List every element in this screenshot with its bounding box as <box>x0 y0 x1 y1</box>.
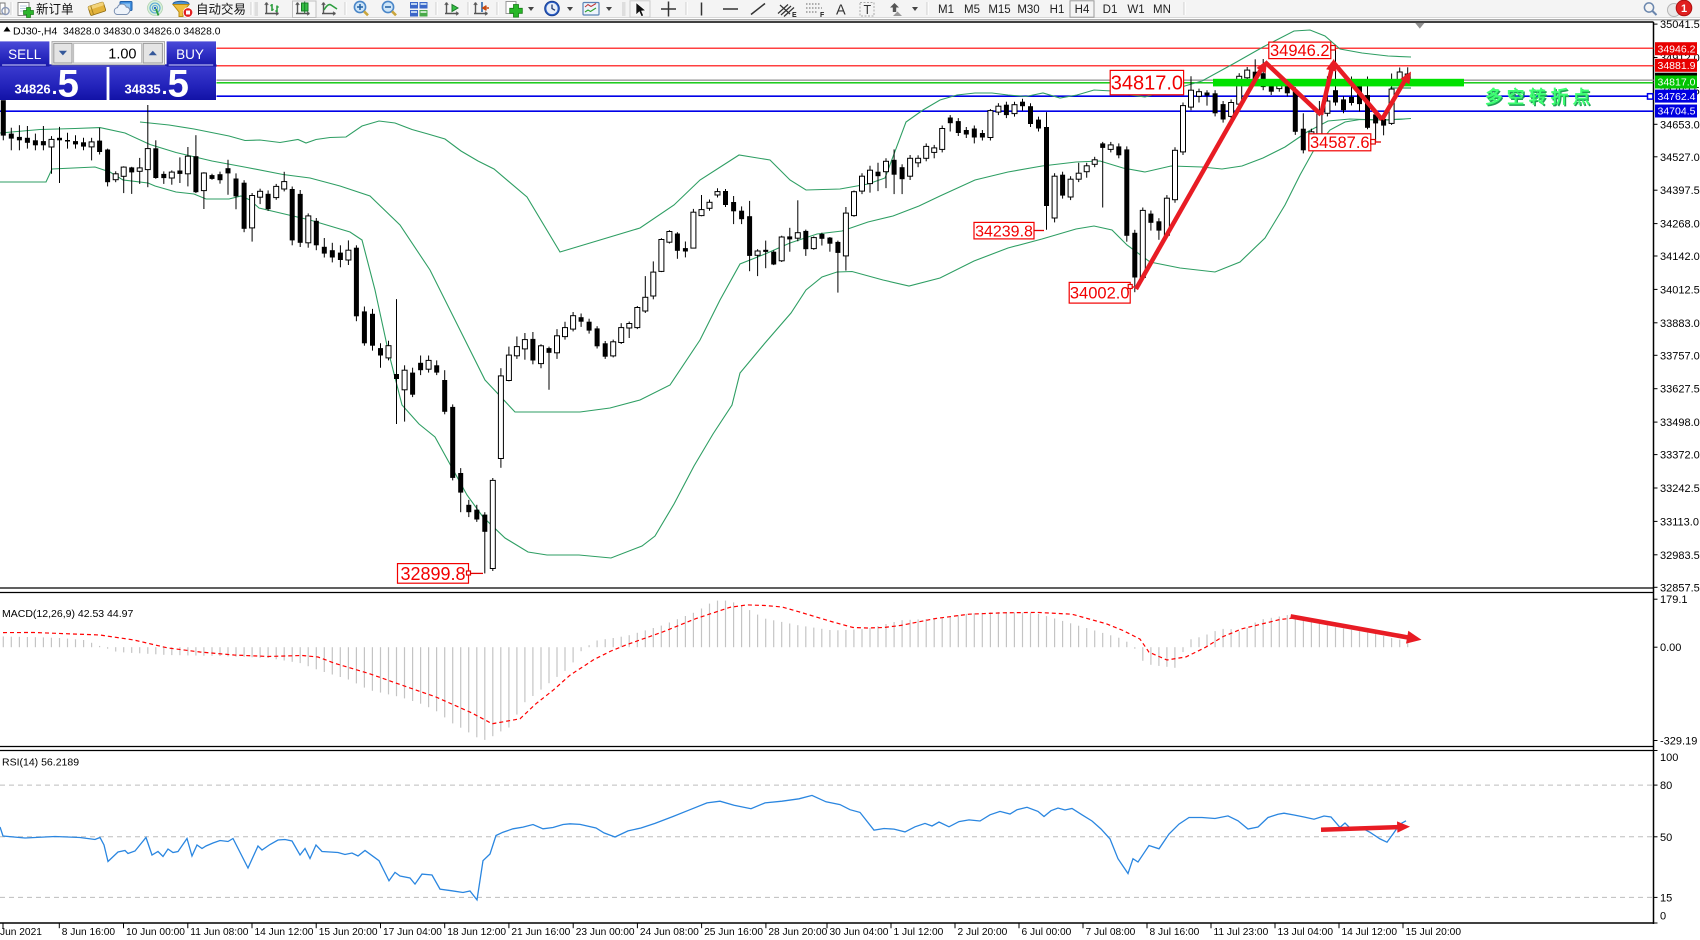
svg-text:33757.0: 33757.0 <box>1660 350 1700 362</box>
svg-text:23 Jun 00:00: 23 Jun 00:00 <box>576 927 635 938</box>
svg-text:0: 0 <box>1660 911 1666 923</box>
svg-text:34817.0: 34817.0 <box>1658 77 1696 89</box>
svg-text:34817.0: 34817.0 <box>1111 73 1183 95</box>
svg-text:34762.4: 34762.4 <box>1658 91 1696 103</box>
svg-text:2 Jul 20:00: 2 Jul 20:00 <box>958 927 1008 938</box>
svg-text:DJ30-,H4: DJ30-,H4 <box>13 26 58 38</box>
svg-text:17 Jun 04:00: 17 Jun 04:00 <box>383 927 442 938</box>
svg-text:30 Jun 04:00: 30 Jun 04:00 <box>830 927 889 938</box>
svg-text:10 Jun 00:00: 10 Jun 00:00 <box>126 927 185 938</box>
svg-text:21 Jun 16:00: 21 Jun 16:00 <box>511 927 570 938</box>
svg-text:34946.2: 34946.2 <box>1270 42 1330 60</box>
svg-text:自动交易: 自动交易 <box>196 2 246 17</box>
svg-text:11 Jul 23:00: 11 Jul 23:00 <box>1214 927 1269 938</box>
svg-text:33372.0: 33372.0 <box>1660 450 1700 462</box>
svg-text:34239.8: 34239.8 <box>975 223 1033 240</box>
svg-text:33113.0: 33113.0 <box>1660 516 1699 528</box>
svg-text:-329.19: -329.19 <box>1660 735 1697 747</box>
svg-text:32983.5: 32983.5 <box>1660 550 1700 562</box>
svg-text:15 Jun 20:00: 15 Jun 20:00 <box>319 927 378 938</box>
svg-text:BUY: BUY <box>176 47 204 62</box>
svg-text:0.00: 0.00 <box>1660 642 1681 654</box>
svg-text:7 Jul 08:00: 7 Jul 08:00 <box>1086 927 1136 938</box>
svg-text:34881.9: 34881.9 <box>1658 60 1696 72</box>
svg-text:5: 5 <box>58 63 79 106</box>
svg-text:33498.0: 33498.0 <box>1660 417 1700 429</box>
svg-text:6 Jul 00:00: 6 Jul 00:00 <box>1022 927 1072 938</box>
svg-text:24 Jun 08:00: 24 Jun 08:00 <box>640 927 699 938</box>
svg-text:1 Jul 12:00: 1 Jul 12:00 <box>894 927 944 938</box>
svg-text:25 Jun 16:00: 25 Jun 16:00 <box>704 927 763 938</box>
svg-text:34527.0: 34527.0 <box>1660 152 1700 164</box>
svg-text:M30: M30 <box>1017 4 1039 16</box>
svg-text:14 Jun 12:00: 14 Jun 12:00 <box>255 927 314 938</box>
svg-text:34587.6: 34587.6 <box>1310 134 1370 152</box>
svg-text:32857.5: 32857.5 <box>1660 582 1700 594</box>
svg-text:34653.0: 34653.0 <box>1660 119 1700 131</box>
svg-text:33883.0: 33883.0 <box>1660 318 1700 330</box>
svg-text:M15: M15 <box>988 4 1010 16</box>
svg-text:34012.5: 34012.5 <box>1660 284 1700 296</box>
svg-text:F: F <box>820 12 825 19</box>
svg-text:E: E <box>792 12 797 19</box>
svg-text:34002.0: 34002.0 <box>1070 285 1130 303</box>
svg-text:1: 1 <box>1681 3 1687 15</box>
svg-text:80: 80 <box>1660 780 1672 792</box>
svg-text:MACD(12,26,9) 42.53 44.97: MACD(12,26,9) 42.53 44.97 <box>2 608 133 620</box>
svg-text:33242.5: 33242.5 <box>1660 483 1700 495</box>
svg-text:179.1: 179.1 <box>1660 594 1688 606</box>
svg-text:W1: W1 <box>1127 4 1144 16</box>
svg-text:T: T <box>864 3 872 17</box>
svg-text:新订单: 新订单 <box>36 2 74 17</box>
svg-text:50: 50 <box>1660 832 1672 844</box>
svg-text:34268.0: 34268.0 <box>1660 219 1700 231</box>
svg-text:SELL: SELL <box>8 47 42 62</box>
svg-text:MN: MN <box>1153 4 1171 16</box>
svg-text:35041.5: 35041.5 <box>1660 19 1700 31</box>
svg-text:18 Jun 12:00: 18 Jun 12:00 <box>447 927 506 938</box>
svg-text:34397.5: 34397.5 <box>1660 185 1700 197</box>
svg-text:H4: H4 <box>1075 4 1090 16</box>
svg-text:34142.0: 34142.0 <box>1660 251 1700 263</box>
svg-text:A: A <box>836 3 846 19</box>
svg-text:34826: 34826 <box>15 82 51 97</box>
svg-text:D1: D1 <box>1103 4 1118 16</box>
svg-text:15: 15 <box>1660 892 1672 904</box>
svg-text:5: 5 <box>168 63 189 106</box>
svg-text:28 Jun 20:00: 28 Jun 20:00 <box>768 927 827 938</box>
svg-text:Jun 2021: Jun 2021 <box>0 927 42 938</box>
svg-text:32899.8: 32899.8 <box>400 564 465 584</box>
svg-text:多空转折点: 多空转折点 <box>1485 87 1595 107</box>
svg-text:33627.5: 33627.5 <box>1660 384 1700 396</box>
svg-text:13 Jul 04:00: 13 Jul 04:00 <box>1278 927 1334 938</box>
svg-text:34704.5: 34704.5 <box>1658 106 1696 118</box>
svg-text:多空转折点: 多空转折点 <box>1486 88 1596 108</box>
svg-text:RSI(14) 56.2189: RSI(14) 56.2189 <box>2 757 79 769</box>
svg-text:34946.2: 34946.2 <box>1658 43 1696 55</box>
svg-text:15 Jul 20:00: 15 Jul 20:00 <box>1406 927 1462 938</box>
svg-text:14 Jul 12:00: 14 Jul 12:00 <box>1342 927 1398 938</box>
svg-text:.: . <box>52 77 58 99</box>
svg-text:1.00: 1.00 <box>108 47 136 63</box>
svg-text:.: . <box>162 77 168 99</box>
svg-text:M5: M5 <box>964 4 980 16</box>
svg-text:34835: 34835 <box>125 82 161 97</box>
svg-text:8 Jul 16:00: 8 Jul 16:00 <box>1150 927 1200 938</box>
svg-text:34828.0 34830.0 34826.0 34828.: 34828.0 34830.0 34826.0 34828.0 <box>63 27 221 38</box>
svg-text:H1: H1 <box>1050 4 1065 16</box>
svg-text:M1: M1 <box>938 4 954 16</box>
svg-text:11 Jun 08:00: 11 Jun 08:00 <box>190 927 248 938</box>
svg-text:8 Jun 16:00: 8 Jun 16:00 <box>62 927 116 938</box>
svg-text:100: 100 <box>1660 752 1678 764</box>
